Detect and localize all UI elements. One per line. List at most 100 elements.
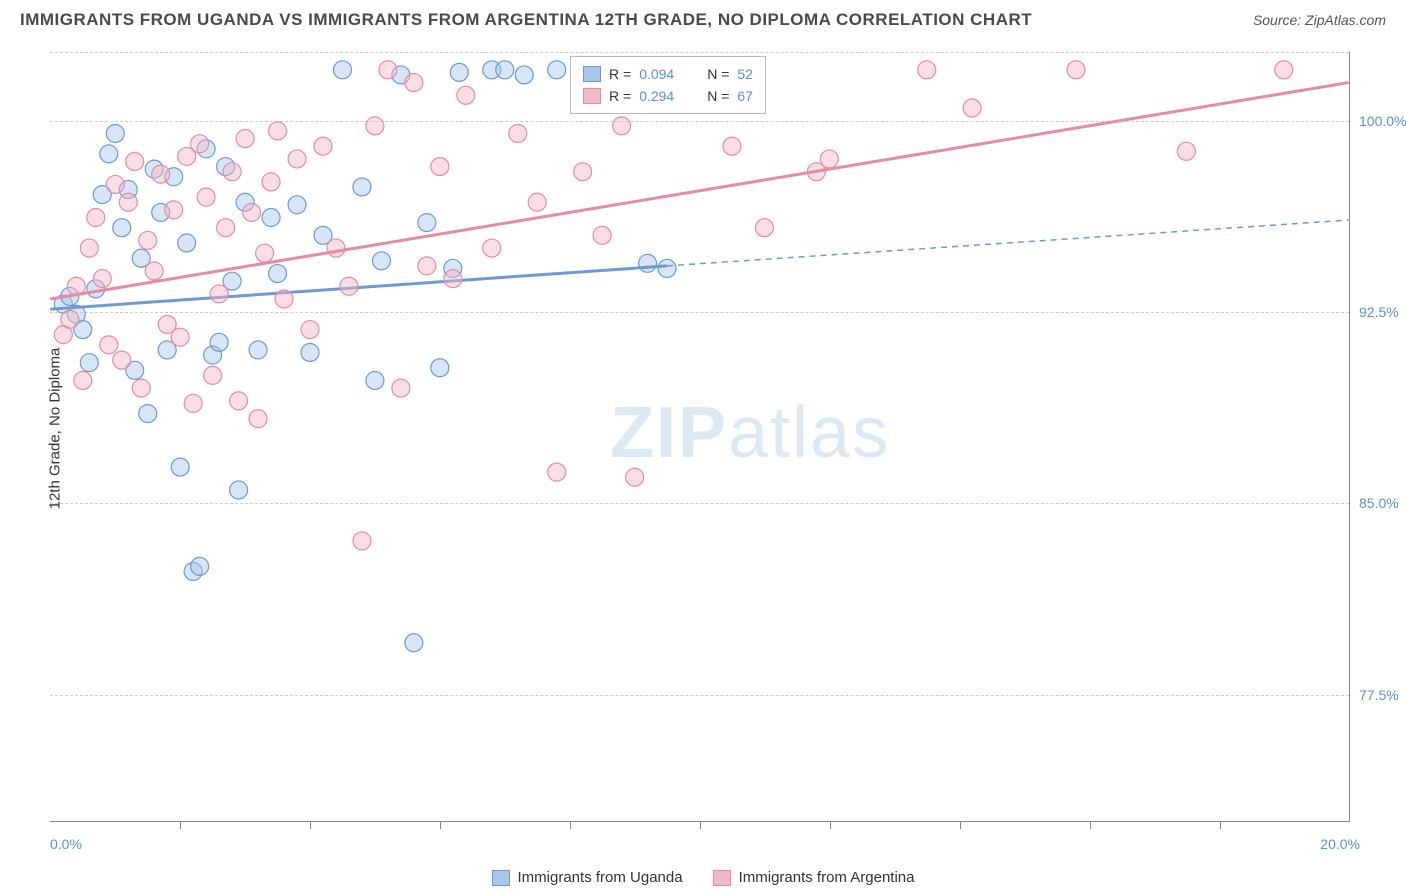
scatter-point <box>372 252 390 270</box>
scatter-point <box>288 196 306 214</box>
legend-n-label: N = <box>707 88 729 104</box>
scatter-point <box>574 163 592 181</box>
y-tick-label: 100.0% <box>1359 113 1406 129</box>
scatter-point <box>184 394 202 412</box>
legend-r-value: 0.294 <box>639 88 689 104</box>
scatter-point <box>132 379 150 397</box>
scatter-point <box>106 124 124 142</box>
scatter-point <box>327 239 345 257</box>
scatter-point <box>165 201 183 219</box>
scatter-point <box>126 153 144 171</box>
scatter-point <box>392 379 410 397</box>
regression-line <box>50 83 1348 299</box>
scatter-point <box>288 150 306 168</box>
scatter-point <box>639 254 657 272</box>
scatter-point <box>515 66 533 84</box>
legend-bottom: Immigrants from Uganda Immigrants from Ar… <box>0 869 1406 886</box>
scatter-point <box>262 173 280 191</box>
scatter-point <box>100 145 118 163</box>
scatter-point <box>249 410 267 428</box>
scatter-point <box>100 336 118 354</box>
scatter-point <box>755 219 773 237</box>
scatter-point <box>444 270 462 288</box>
x-tick-mark <box>440 821 441 829</box>
x-axis-max-label: 20.0% <box>1320 836 1360 852</box>
scatter-point <box>217 219 235 237</box>
scatter-point <box>405 634 423 652</box>
legend-swatch <box>583 66 601 82</box>
y-tick-label: 85.0% <box>1359 495 1406 511</box>
scatter-point <box>256 244 274 262</box>
scatter-point <box>80 354 98 372</box>
y-tick-label: 77.5% <box>1359 687 1406 703</box>
legend-n-value: 52 <box>737 66 753 82</box>
scatter-point <box>405 74 423 92</box>
scatter-point <box>249 341 267 359</box>
scatter-point <box>152 165 170 183</box>
scatter-point <box>87 209 105 227</box>
legend-swatch <box>492 870 510 886</box>
scatter-point <box>1275 61 1293 79</box>
scatter-point <box>366 117 384 135</box>
chart-plot-area: ZIPatlas R =0.094N =52R =0.294N =67 77.5… <box>50 52 1350 822</box>
scatter-point <box>918 61 936 79</box>
legend-series-item: Immigrants from Uganda <box>492 869 683 886</box>
scatter-point <box>269 122 287 140</box>
scatter-point <box>548 463 566 481</box>
legend-n-value: 67 <box>737 88 753 104</box>
scatter-point <box>191 135 209 153</box>
source-label: Source: ZipAtlas.com <box>1253 12 1386 28</box>
scatter-point <box>74 371 92 389</box>
scatter-point <box>236 130 254 148</box>
legend-correlation-row: R = 0.094 N = 52 <box>583 63 753 85</box>
x-axis-min-label: 0.0% <box>50 836 82 852</box>
scatter-point <box>171 328 189 346</box>
scatter-point <box>210 285 228 303</box>
scatter-svg <box>50 52 1349 821</box>
x-tick-mark <box>310 821 311 829</box>
scatter-point <box>145 262 163 280</box>
scatter-point <box>223 163 241 181</box>
regression-line <box>50 266 667 309</box>
scatter-point <box>210 333 228 351</box>
scatter-point <box>626 468 644 486</box>
scatter-point <box>820 150 838 168</box>
x-tick-mark <box>830 821 831 829</box>
legend-n-label: N = <box>707 66 729 82</box>
scatter-point <box>191 557 209 575</box>
scatter-point <box>301 343 319 361</box>
scatter-point <box>230 481 248 499</box>
scatter-point <box>450 63 468 81</box>
scatter-point <box>496 61 514 79</box>
scatter-point <box>613 117 631 135</box>
scatter-point <box>418 257 436 275</box>
x-tick-mark <box>570 821 571 829</box>
scatter-point <box>340 277 358 295</box>
legend-series-item: Immigrants from Argentina <box>713 869 915 886</box>
scatter-point <box>80 239 98 257</box>
scatter-point <box>119 193 137 211</box>
x-tick-mark <box>180 821 181 829</box>
legend-r-value: 0.094 <box>639 66 689 82</box>
scatter-point <box>301 321 319 339</box>
scatter-point <box>353 178 371 196</box>
legend-swatch <box>583 88 601 104</box>
scatter-point <box>275 290 293 308</box>
legend-correlation-box: R = 0.094 N = 52R = 0.294 N = 67 <box>570 56 766 114</box>
chart-title: IMMIGRANTS FROM UGANDA VS IMMIGRANTS FRO… <box>20 10 1032 30</box>
scatter-point <box>1067 61 1085 79</box>
scatter-point <box>593 226 611 244</box>
x-tick-mark <box>1090 821 1091 829</box>
scatter-point <box>171 458 189 476</box>
chart-header: IMMIGRANTS FROM UGANDA VS IMMIGRANTS FRO… <box>20 10 1386 30</box>
scatter-point <box>379 61 397 79</box>
legend-correlation-row: R =0.294N =67 <box>583 85 753 107</box>
scatter-point <box>197 188 215 206</box>
scatter-point <box>139 405 157 423</box>
y-tick-label: 92.5% <box>1359 304 1406 320</box>
scatter-point <box>204 366 222 384</box>
scatter-point <box>113 351 131 369</box>
scatter-point <box>548 61 566 79</box>
x-tick-mark <box>700 821 701 829</box>
legend-r-label: R = <box>609 66 631 82</box>
